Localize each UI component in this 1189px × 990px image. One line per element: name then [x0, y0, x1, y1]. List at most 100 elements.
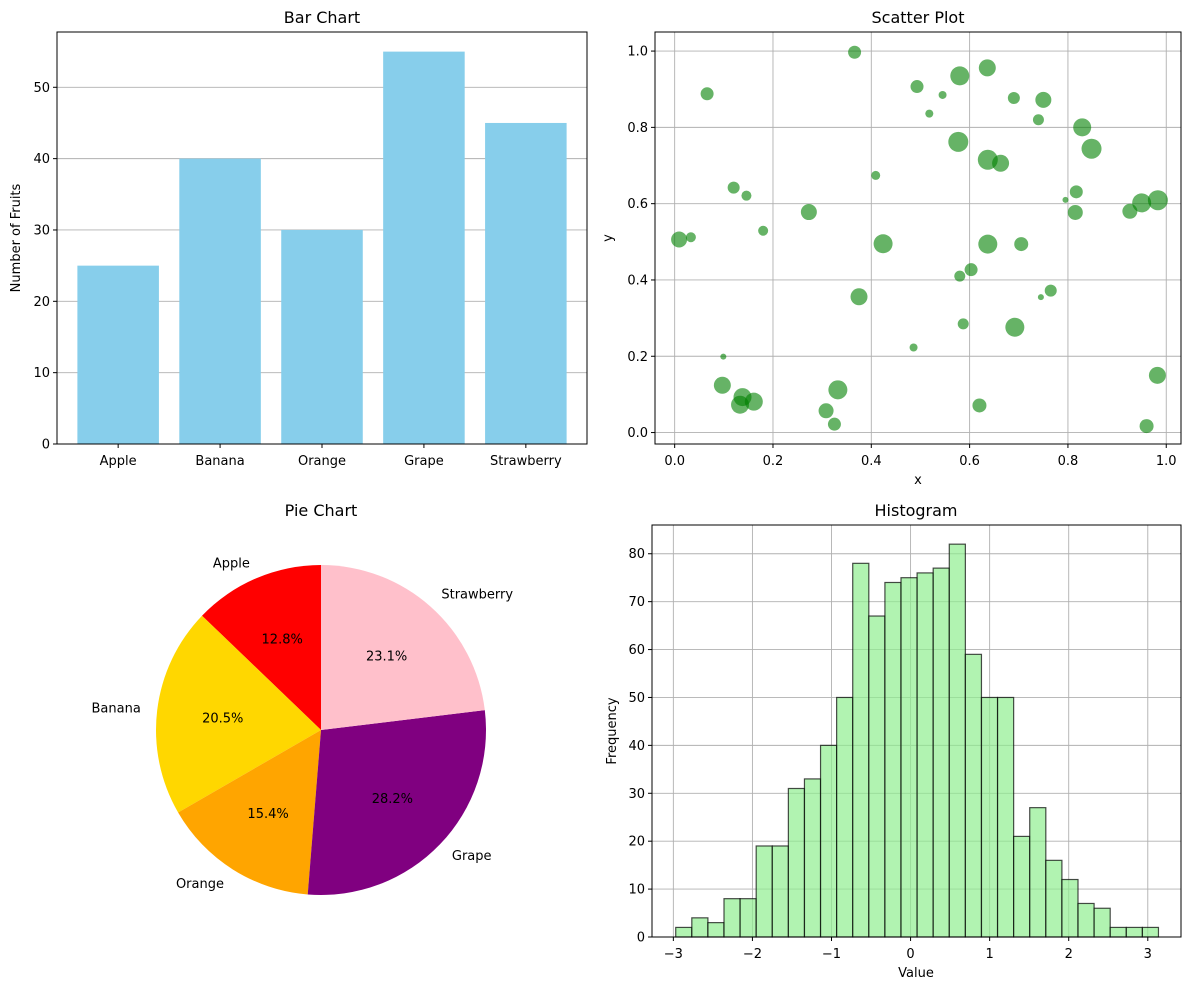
- scatter-xtick-label: 0.2: [763, 454, 784, 469]
- bar-chart-title: Bar Chart: [284, 8, 360, 27]
- bar-chart-xtick-label: Apple: [100, 454, 137, 469]
- pie-percent-grape: 28.2%: [372, 792, 413, 807]
- histogram-bar: [1045, 859, 1063, 938]
- histogram-xtick-label: 2: [1065, 947, 1073, 962]
- histogram-ytick-label: 20: [628, 835, 645, 850]
- bar-chart-xtick-label: Grape: [404, 454, 444, 469]
- scatter-point: [758, 225, 769, 236]
- scatter-point: [1014, 237, 1029, 252]
- scatter-plot-ylabel: y: [601, 234, 616, 242]
- scatter-xtick-label: 1.0: [1156, 454, 1177, 469]
- scatter-point: [1044, 284, 1057, 297]
- pie-label-apple: Apple: [213, 557, 250, 572]
- scatter-point: [910, 80, 924, 94]
- bar-grape: [383, 51, 465, 444]
- histogram-bar: [1125, 926, 1143, 938]
- scatter-ytick-label: 0.6: [627, 197, 648, 212]
- scatter-point: [978, 59, 996, 77]
- scatter-point: [957, 318, 969, 330]
- scatter-plot-xlabel: x: [914, 473, 922, 488]
- bar-chart-ytick-label: 30: [33, 223, 50, 238]
- pie-slice-orange: [178, 730, 321, 895]
- histogram-xtick-label: 3: [1144, 947, 1152, 962]
- bar-strawberry: [485, 122, 567, 445]
- scatter-point: [1035, 91, 1052, 108]
- histogram-bar: [1029, 807, 1047, 938]
- scatter-point: [685, 232, 696, 243]
- histogram-ytick-label: 80: [628, 547, 645, 562]
- bar-chart-ylabel: Number of Fruits: [9, 183, 24, 292]
- bar-apple: [77, 265, 159, 444]
- pie-slice-apple: [202, 565, 321, 730]
- pie-percent-orange: 15.4%: [247, 807, 288, 822]
- scatter-point: [1148, 366, 1166, 384]
- pie-percent-apple: 12.8%: [262, 632, 303, 647]
- histogram-xtick-label: 0: [906, 947, 914, 962]
- histogram-bar: [739, 898, 757, 938]
- histogram-ylabel: Frequency: [605, 697, 620, 764]
- histogram-bar: [787, 787, 806, 938]
- histogram-bar: [1061, 878, 1079, 938]
- scatter-point: [1147, 190, 1168, 211]
- bar-chart-ytick-label: 40: [33, 152, 50, 167]
- scatter-point: [731, 395, 750, 414]
- bar-chart-xtick-label: Orange: [298, 454, 346, 469]
- scatter-point: [744, 392, 763, 411]
- scatter-point: [1069, 185, 1083, 199]
- scatter-point: [1139, 419, 1154, 434]
- pie-chart-title: Pie Chart: [285, 501, 358, 520]
- scatter-point: [713, 376, 731, 394]
- scatter-point: [972, 398, 987, 413]
- scatter-point: [978, 234, 998, 254]
- pie-label-grape: Grape: [452, 849, 492, 864]
- scatter-point: [871, 170, 881, 180]
- scatter-point: [909, 343, 918, 352]
- bar-chart-xtick-label: Strawberry: [490, 454, 562, 469]
- bar-chart-ytick-label: 50: [33, 81, 50, 96]
- scatter-point: [720, 353, 727, 360]
- histogram-bar: [964, 653, 983, 938]
- scatter-plot-panel: 0.0 0.2 0.4 0.6 0.8 1.0 0.0 0.2 0.4 0.6 0.8 1.0 Sc…: [601, 8, 1182, 488]
- scatter-point: [1132, 193, 1152, 213]
- scatter-point: [848, 45, 862, 59]
- scatter-point: [992, 154, 1010, 172]
- histogram-bar: [723, 898, 741, 938]
- scatter-point: [873, 234, 893, 254]
- scatter-point: [828, 380, 848, 400]
- pie-chart-panel: Apple 12.8% Banana 20.5% Orange 15.4% Grape 28.…: [92, 501, 513, 895]
- pie-label-banana: Banana: [92, 702, 141, 717]
- histogram-bar: [675, 926, 693, 938]
- scatter-point: [818, 403, 834, 419]
- scatter-point: [827, 417, 841, 431]
- histogram-bar: [900, 577, 918, 938]
- histogram-ytick-label: 40: [628, 739, 645, 754]
- scatter-xtick-label: 0.0: [664, 454, 685, 469]
- scatter-point: [964, 263, 978, 277]
- histogram-xtick-label: −3: [664, 947, 683, 962]
- histogram-frame: [651, 524, 1182, 938]
- bar-chart-panel: Apple Banana Orange Grape Strawberry 0 10 20 30…: [9, 8, 588, 469]
- scatter-point: [1037, 294, 1044, 301]
- histogram-bar: [771, 845, 789, 938]
- pie-slice-strawberry: [321, 565, 485, 730]
- pie-percent-strawberry: 23.1%: [366, 649, 407, 664]
- scatter-point: [1005, 317, 1025, 337]
- histogram-bar: [932, 567, 950, 938]
- histogram-bar: [1109, 926, 1127, 938]
- scatter-point: [850, 288, 868, 306]
- histogram-xlabel: Value: [898, 966, 934, 981]
- scatter-xtick-label: 0.8: [1058, 454, 1079, 469]
- histogram-bar: [707, 922, 725, 938]
- histogram-xtick-label: −2: [743, 947, 762, 962]
- bar-chart-xtick-label: Banana: [195, 454, 244, 469]
- scatter-point: [1081, 138, 1102, 159]
- histogram-bar: [803, 778, 822, 938]
- pie-percent-banana: 20.5%: [202, 712, 243, 727]
- bar-chart-ytick-label: 10: [33, 366, 50, 381]
- scatter-point: [954, 270, 966, 282]
- histogram-bar: [819, 744, 838, 938]
- scatter-point: [800, 204, 817, 221]
- histogram-bar: [852, 562, 870, 938]
- histogram-xtick-label: −1: [822, 947, 841, 962]
